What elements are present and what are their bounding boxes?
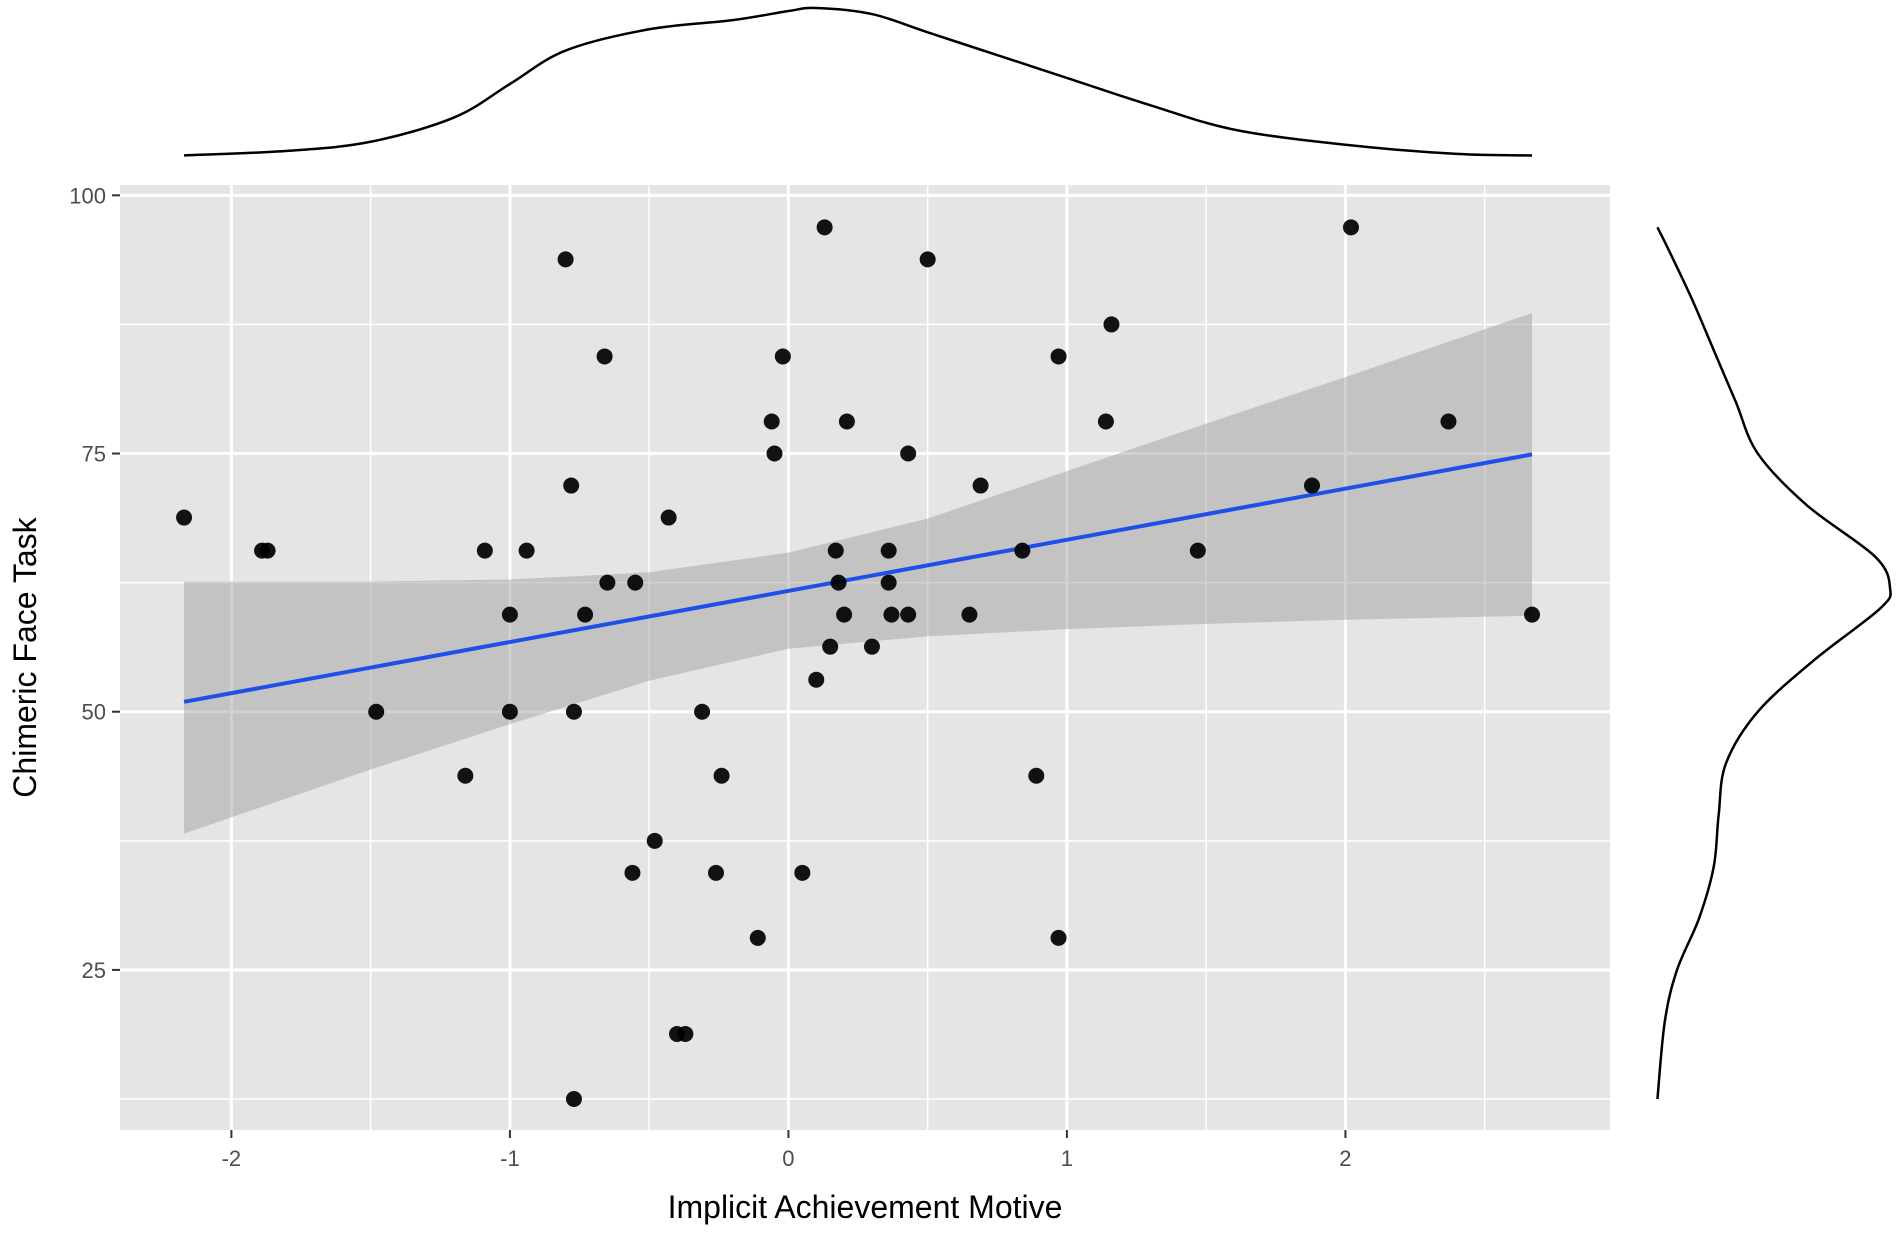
data-point (1440, 413, 1457, 430)
data-point (501, 606, 518, 623)
x-density-curve-group (184, 6, 1533, 157)
data-point (557, 251, 574, 268)
data-point (1050, 929, 1067, 946)
confidence-band-group (184, 313, 1533, 834)
data-point (827, 542, 844, 559)
data-point (838, 413, 855, 430)
x-axis-title: Implicit Achievement Motive (668, 1189, 1063, 1225)
data-point (660, 509, 677, 526)
plot-panel (120, 185, 1610, 1130)
data-point (972, 477, 989, 494)
x-axis: -2 -1 0 1 2 (222, 1130, 1352, 1171)
confidence-band (184, 313, 1533, 834)
data-point (961, 606, 978, 623)
data-point (565, 1091, 582, 1108)
y-density-curve (1656, 226, 1892, 1100)
data-point (476, 542, 493, 559)
data-point (694, 703, 711, 720)
data-point (176, 509, 193, 526)
data-point (1014, 542, 1031, 559)
data-point (1050, 348, 1067, 365)
y-axis: 25 50 75 100 (69, 183, 120, 983)
data-point (646, 832, 663, 849)
x-tick-label: -2 (222, 1146, 242, 1171)
data-point (457, 767, 474, 784)
x-tick-label: 2 (1339, 1146, 1351, 1171)
data-point (1189, 542, 1206, 559)
data-point (880, 542, 897, 559)
data-point (596, 348, 613, 365)
data-point (836, 606, 853, 623)
data-point (713, 767, 730, 784)
data-point (774, 348, 791, 365)
data-points (176, 219, 1541, 1108)
y-density-curve-group (1656, 226, 1892, 1100)
data-point (677, 1025, 694, 1042)
data-point (830, 574, 847, 591)
data-point (259, 542, 276, 559)
data-point (880, 574, 897, 591)
data-point (1103, 316, 1120, 333)
regression-line-group (183, 452, 1533, 704)
data-point (1524, 606, 1541, 623)
x-tick-label: -1 (500, 1146, 520, 1171)
data-point (763, 413, 780, 430)
regression-line (183, 452, 1533, 704)
y-tick-label: 50 (82, 700, 106, 725)
y-axis-title: Chimeric Face Task (7, 516, 43, 797)
data-point (368, 703, 385, 720)
y-tick-label: 25 (82, 958, 106, 983)
data-point (565, 703, 582, 720)
data-point (900, 606, 917, 623)
data-point (816, 219, 833, 236)
data-point (1304, 477, 1320, 494)
data-point (518, 542, 535, 559)
data-point (822, 638, 839, 655)
data-point (599, 574, 616, 591)
data-point (794, 864, 811, 881)
y-tick-label: 75 (82, 442, 106, 467)
data-point (1028, 767, 1045, 784)
data-point (919, 251, 936, 268)
x-tick-label: 1 (1061, 1146, 1073, 1171)
data-point (808, 671, 825, 688)
data-point (883, 606, 900, 623)
data-point (624, 864, 641, 881)
data-point (563, 477, 580, 494)
data-point (627, 574, 644, 591)
x-density-curve (184, 6, 1533, 157)
data-point (749, 929, 766, 946)
data-point (1342, 219, 1359, 236)
data-point (708, 864, 724, 881)
data-point (1097, 413, 1114, 430)
data-point (577, 606, 594, 623)
data-point (900, 445, 917, 462)
y-tick-label: 100 (69, 183, 106, 208)
data-point (501, 703, 518, 720)
data-point (766, 445, 783, 462)
data-point (863, 638, 880, 655)
x-tick-label: 0 (782, 1146, 794, 1171)
